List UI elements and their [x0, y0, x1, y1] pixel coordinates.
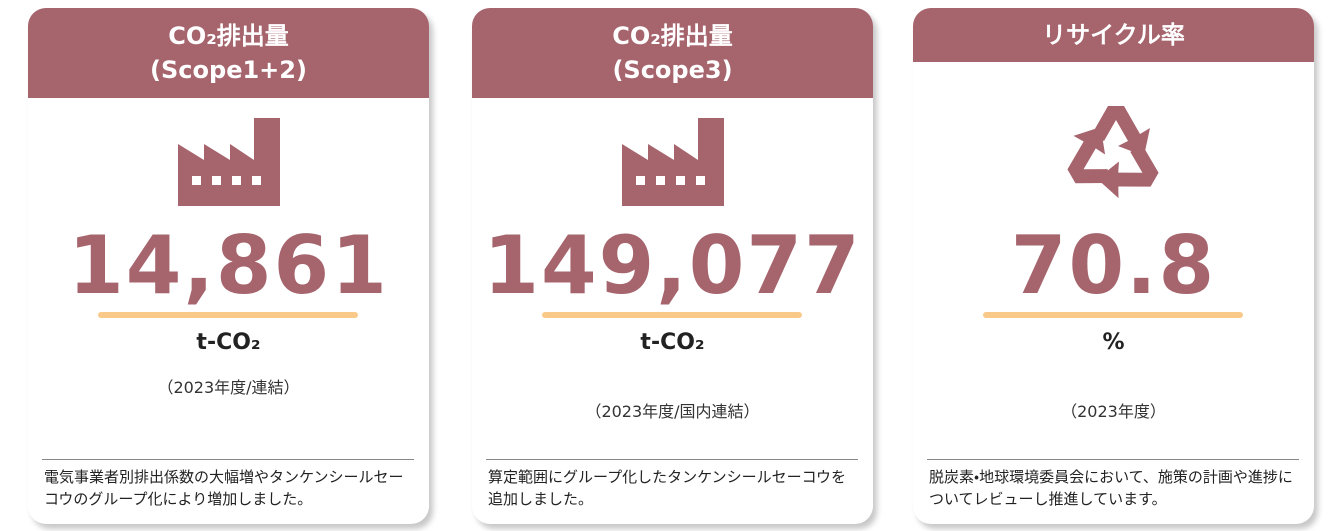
value: 70.8	[1010, 219, 1217, 312]
separator	[927, 459, 1299, 460]
period: （2023年度）	[1061, 402, 1166, 421]
value: 14,861	[68, 219, 389, 312]
card-title: (Scope3)	[612, 56, 733, 84]
card-title: CO₂排出量	[612, 22, 733, 50]
card: CO₂排出量 (Scope1+2) 14,861 t-CO₂ （2023年度/連…	[28, 8, 429, 524]
unit: t-CO₂	[640, 330, 705, 355]
card-header: CO₂排出量 (Scope3)	[472, 8, 873, 98]
recycle-svg	[1066, 106, 1159, 199]
factory-icon	[28, 118, 429, 206]
note: 算定範囲にグループ化したタンケンシールセーコウを追加しました。	[488, 468, 847, 508]
note: 脱炭素・地球環境委員会において、施策の計画や進捗についてレビューし推進しています…	[929, 468, 1293, 508]
card-title: (Scope1+2)	[150, 56, 307, 84]
separator	[486, 459, 858, 460]
card: リサイクル率 70.8 % （2023年度） 脱炭素・地球環境委員会において、施…	[913, 8, 1314, 524]
separator	[42, 459, 414, 460]
card-header: CO₂排出量 (Scope1+2)	[28, 8, 429, 98]
unit: t-CO₂	[196, 330, 261, 355]
card-header: リサイクル率	[913, 8, 1314, 62]
underline	[983, 312, 1243, 318]
period: （2023年度/国内連結）	[585, 402, 760, 421]
period: （2023年度/連結）	[157, 378, 300, 397]
underline	[542, 312, 802, 318]
unit: %	[1102, 330, 1125, 355]
factory-svg	[621, 118, 724, 206]
card: CO₂排出量 (Scope3) 149,077 t-CO₂ （2023年度/国内…	[472, 8, 873, 524]
value: 149,077	[483, 219, 862, 312]
card-title: リサイクル率	[1042, 21, 1185, 49]
factory-svg	[177, 118, 280, 206]
underline	[98, 312, 358, 318]
recycle-icon	[913, 92, 1314, 216]
note: 電気事業者別排出係数の大幅増やタンケンシールセーコウのグループ化により増加しまし…	[44, 468, 404, 508]
card-title: CO₂排出量	[168, 22, 289, 50]
factory-icon	[472, 118, 873, 206]
